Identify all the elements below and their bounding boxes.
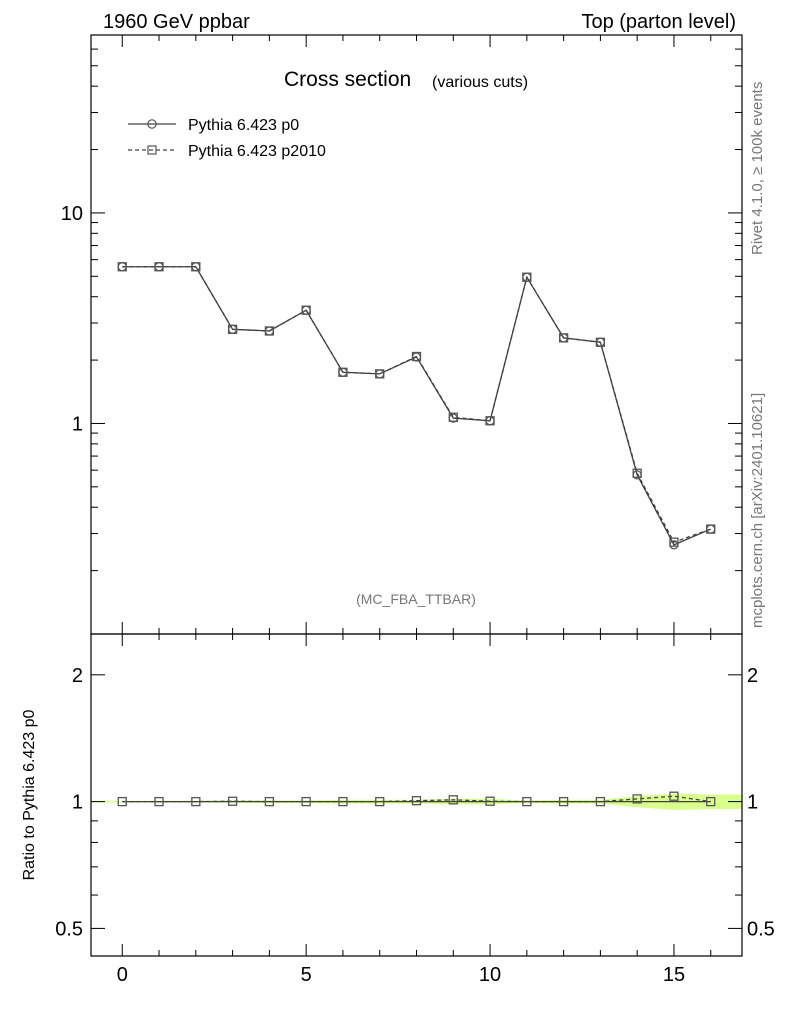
chart-subtitle: (various cuts) [432, 74, 528, 91]
marker-square-ratio [485, 796, 495, 806]
legend-entry-p0: Pythia 6.423 p0 [128, 117, 299, 134]
main-series-lines [122, 266, 711, 546]
x-tick-label: 0 [117, 964, 128, 986]
rivet-label: Rivet 4.1.0, ≥ 100k events [749, 82, 766, 255]
marker-square-ratio [227, 796, 238, 806]
marker-square-main [301, 305, 311, 315]
marker-square-ratio [448, 795, 458, 805]
main-axis-ticks: 1 10 [61, 34, 742, 635]
analysis-tag: (MC_FBA_TTBAR) [356, 591, 476, 607]
x-tick-label: 15 [663, 964, 685, 986]
x-tick-label: 5 [301, 964, 312, 986]
legend-label-p0: Pythia 6.423 p0 [188, 117, 299, 134]
y-tick-label-ratio: 2 [72, 665, 83, 687]
series-line-main-1 [122, 266, 711, 543]
legend-label-p2010: Pythia 6.423 p2010 [188, 143, 326, 160]
header-left: 1960 GeV ppbar [103, 11, 250, 33]
x-tick-label: 10 [479, 964, 501, 986]
main-series-markers [117, 262, 716, 550]
marker-square-main [154, 262, 164, 272]
marker-square-ratio [632, 794, 642, 804]
ratio-axis-ticks: 0.5 0.5 1 1 2 2 0 5 10 15 [55, 634, 775, 986]
marker-square-main [595, 337, 606, 347]
ratio-ylabel: Ratio to Pythia 6.423 p0 [21, 710, 38, 881]
marker-square-ratio [338, 796, 348, 807]
marker-square-ratio [301, 796, 311, 807]
marker-square-ratio [191, 796, 201, 807]
ratio-series-markers [117, 791, 716, 807]
y-tick-label-ratio: 0.5 [55, 918, 83, 940]
marker-square-main [264, 326, 275, 336]
marker-square-ratio [264, 796, 275, 807]
marker-square-ratio [375, 796, 385, 807]
ratio-plot-frame [90, 633, 743, 957]
y-tick-label-main: 10 [61, 203, 83, 225]
ratio-series-lines [122, 795, 711, 803]
y-tick-label-right-ratio: 1 [747, 792, 758, 814]
mcplots-label: mcplots.cern.ch [arXiv:2401.10621] [749, 393, 766, 628]
marker-square-main [375, 369, 385, 379]
marker-square-main [227, 324, 238, 334]
marker-square-ratio [706, 796, 716, 807]
chart-title: Cross section [284, 68, 411, 91]
marker-square-ratio [117, 796, 127, 807]
header-right: Top (parton level) [581, 11, 736, 33]
series-line-main-0 [122, 266, 711, 546]
marker-square-main [485, 416, 495, 426]
marker-square-main [558, 333, 569, 343]
legend-marker-square [147, 145, 157, 155]
y-tick-label-right-ratio: 2 [747, 665, 758, 687]
marker-square-main [117, 262, 127, 272]
series-line-ratio-1 [122, 795, 711, 803]
marker-square-ratio [669, 791, 679, 801]
legend: Pythia 6.423 p0 Pythia 6.423 p2010 [128, 117, 326, 160]
marker-square-main [191, 262, 201, 272]
marker-square-main [669, 537, 679, 547]
marker-square-ratio [154, 796, 164, 807]
marker-square-ratio [411, 796, 422, 806]
legend-marker-circle [147, 119, 157, 129]
main-plot: 1 10 Cross section (various cuts) (MC_FBA… [61, 34, 743, 635]
marker-square-ratio [595, 796, 606, 807]
marker-square-ratio [558, 796, 569, 807]
marker-square-main [706, 524, 716, 534]
marker-square-main [338, 367, 348, 377]
y-tick-label-right-ratio: 0.5 [747, 918, 775, 940]
y-tick-label-ratio: 1 [72, 792, 83, 814]
marker-square-main [411, 351, 422, 362]
marker-square-ratio [522, 796, 532, 807]
ratio-plot: 0.5 0.5 1 1 2 2 0 5 10 15 Ratio to Pythia 6.423 p… [21, 633, 775, 986]
marker-square-main [632, 468, 642, 478]
legend-entry-p2010: Pythia 6.423 p2010 [128, 143, 326, 160]
marker-square-main [522, 272, 532, 282]
marker-square-main [448, 412, 458, 422]
y-tick-label-main: 1 [72, 413, 83, 435]
